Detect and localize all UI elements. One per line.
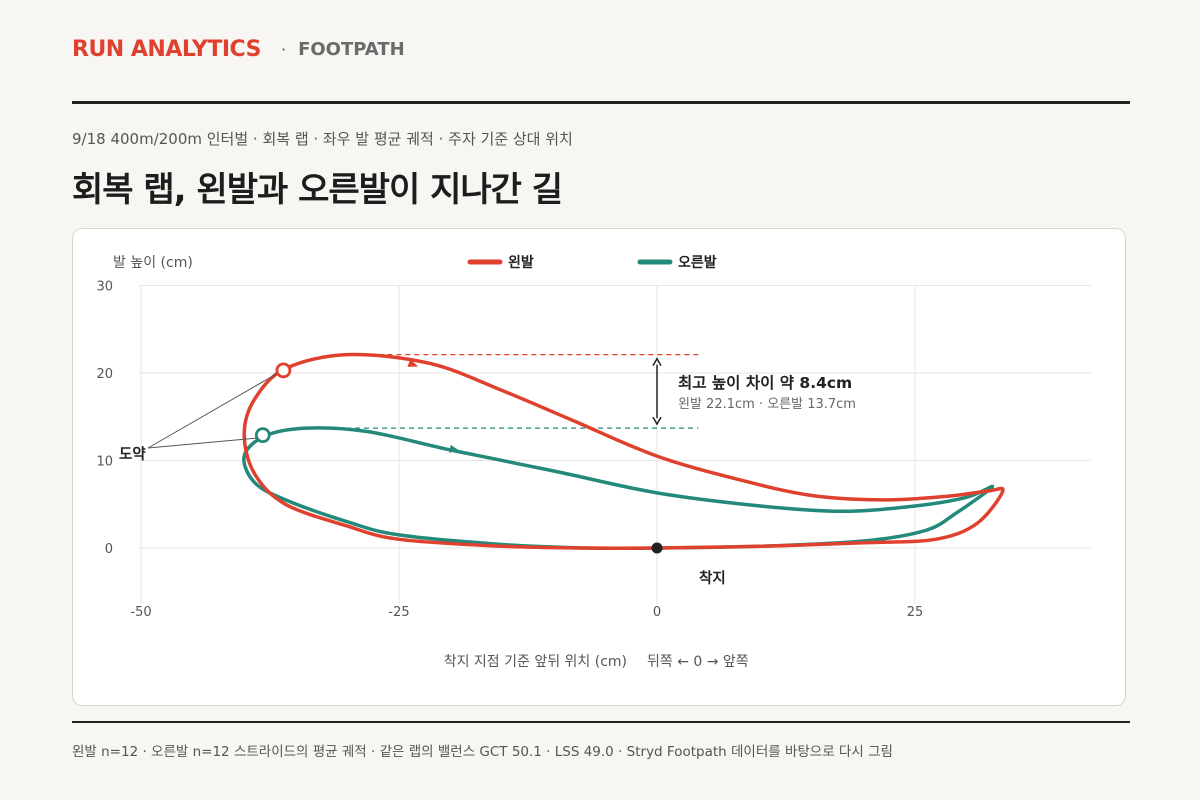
x-axis-direction-hint: 뒤쪽 ← 0 → 앞쪽 <box>647 654 749 670</box>
landing-label: 착지 <box>699 570 726 587</box>
x-tick-label: 0 <box>653 605 661 620</box>
bottom-divider <box>72 721 1130 723</box>
direction-arrow <box>407 359 419 367</box>
page-title: 회복 랩, 왼발과 오른발이 지나간 길 <box>72 170 563 210</box>
takeoff-label: 도약 <box>119 445 146 463</box>
height-diff-title: 최고 높이 차이 약 8.4cm <box>678 373 852 392</box>
height-diff-arrowhead-down <box>652 416 662 426</box>
direction-arrow <box>449 444 460 453</box>
y-axis-label: 발 높이 (cm) <box>113 255 193 271</box>
brand-title: RUN ANALYTICS <box>72 36 261 62</box>
height-diff-detail: 왼발 22.1cm · 오른발 13.7cm <box>678 397 856 412</box>
x-tick-label: -25 <box>388 605 409 620</box>
section-title: FOOTPATH <box>298 38 405 60</box>
x-axis-label: 착지 지점 기준 앞뒤 위치 (cm) <box>444 654 627 670</box>
y-tick-label: 20 <box>96 367 113 382</box>
y-tick-label: 30 <box>96 280 113 295</box>
takeoff-leader-line <box>147 372 278 449</box>
height-diff-arrowhead-up <box>652 357 662 366</box>
page-subtitle: 9/18 400m/200m 인터벌 · 회복 랩 · 좌우 발 평균 궤적 ·… <box>72 130 573 148</box>
footnote: 왼발 n=12 · 오른발 n=12 스트라이드의 평균 궤적 · 같은 랩의 … <box>72 744 893 760</box>
right-foot-trajectory <box>242 426 995 551</box>
header-separator: · <box>280 39 287 59</box>
y-tick-label: 0 <box>105 542 113 557</box>
x-tick-label: 25 <box>907 605 924 620</box>
x-tick-label: -50 <box>130 605 151 620</box>
left-foot-trajectory <box>242 352 1005 550</box>
y-tick-label: 10 <box>96 455 113 470</box>
top-divider <box>72 101 1130 104</box>
takeoff-marker <box>254 427 271 444</box>
legend-label: 오른발 <box>678 254 717 271</box>
takeoff-marker <box>275 362 292 379</box>
chart-card <box>72 228 1126 706</box>
landing-point-marker <box>651 542 663 554</box>
takeoff-leader-line <box>147 437 257 449</box>
header: RUN ANALYTICS · FOOTPATH <box>72 34 405 64</box>
legend-label: 왼발 <box>508 254 534 271</box>
